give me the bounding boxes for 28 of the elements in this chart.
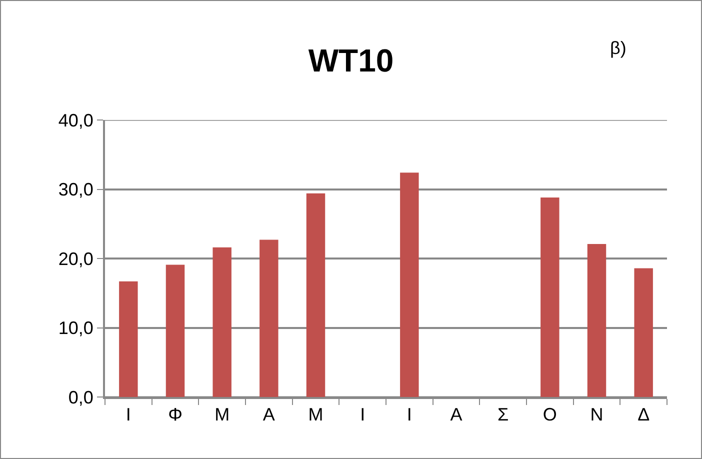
bar: [400, 172, 419, 397]
x-tick-label: Μ: [308, 404, 324, 425]
x-tick-label: Ν: [590, 404, 604, 425]
x-tick-label: Ι: [406, 404, 412, 425]
x-tick-label: Ο: [542, 404, 557, 425]
bar: [306, 193, 326, 397]
x-tick-label: Σ: [498, 404, 509, 425]
y-tick-label: 40,0: [58, 110, 94, 130]
x-tick-label: Δ: [638, 404, 650, 425]
x-tick-label: Ι: [126, 404, 131, 425]
x-tick-label: Α: [450, 404, 462, 425]
bar: [119, 281, 138, 397]
bar: [540, 198, 560, 397]
bar: [634, 268, 653, 397]
x-tick-label: Α: [262, 404, 275, 425]
x-tick-label: Μ: [214, 404, 230, 425]
x-tick-label: Φ: [168, 404, 182, 425]
bar: [260, 240, 278, 397]
y-tick-label: 10,0: [58, 318, 94, 338]
y-tick-label: 20,0: [58, 248, 94, 269]
chart-title: WT10: [308, 42, 394, 79]
bar: [212, 247, 232, 397]
bar: [166, 264, 185, 397]
y-tick-label: 30,0: [58, 180, 94, 200]
x-tick-label: Ι: [360, 404, 366, 425]
bar: [587, 244, 606, 397]
text: β): [610, 38, 626, 58]
y-tick-label: 0,0: [68, 387, 94, 408]
